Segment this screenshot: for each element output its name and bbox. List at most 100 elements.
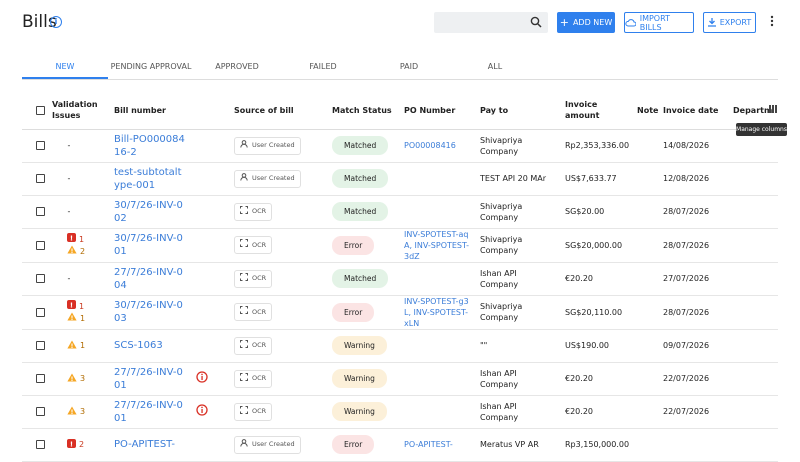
error-badge: ! 1 [67, 300, 106, 312]
source-label: OCR [252, 374, 267, 382]
row-checkbox[interactable] [36, 307, 45, 317]
bill-link[interactable]: 27/7/26-INV-001 [114, 399, 183, 424]
cloud-icon [625, 19, 636, 27]
no-issues: - [67, 141, 71, 150]
table-body: - Bill-PO00008416-2 User Created Matched PO0… [22, 129, 778, 462]
svg-text:!: ! [71, 342, 74, 348]
bill-number-cell: 30/7/26-INV-002 [110, 195, 230, 229]
tab[interactable]: FAILED [309, 62, 337, 71]
page-title: Bills [22, 12, 57, 32]
icon [240, 405, 248, 418]
note-cell [633, 362, 659, 396]
po-link[interactable]: PO-APITEST- [404, 440, 453, 449]
error-count: 2 [79, 440, 85, 449]
warning-count: 3 [80, 407, 86, 416]
export-button[interactable]: EXPORT [703, 12, 756, 33]
bill-link[interactable]: 27/7/26-INV-004 [114, 266, 183, 291]
pay-to: Meratus VP AR [480, 440, 539, 449]
source-label: OCR [252, 240, 267, 249]
validation-cell: - [52, 262, 110, 296]
row-checkbox[interactable] [36, 207, 45, 216]
validation-cell: ! 1! 2 [52, 228, 110, 263]
bill-link[interactable]: 27/7/26-INV-001 [114, 366, 183, 391]
icon [196, 404, 208, 419]
row-checkbox[interactable] [36, 407, 45, 416]
source-cell: OCR [230, 262, 328, 296]
tab[interactable]: ALL [487, 62, 503, 71]
button-label: ADD NEW [572, 18, 613, 27]
bill-link[interactable]: SCS-1063 [114, 340, 163, 351]
pay-to: Shivapriya Company [480, 235, 523, 255]
svg-text:!: ! [70, 234, 73, 242]
status-cell: Error [328, 428, 400, 462]
row-checkbox[interactable] [36, 141, 45, 150]
tab[interactable]: APPROVED [215, 62, 259, 71]
select-all-checkbox[interactable] [36, 105, 45, 115]
invoice-amount: Rp2,353,336.00 [565, 141, 630, 150]
source-chip: User Created [234, 435, 301, 454]
import-bills-button[interactable]: IMPORT BILLS [624, 12, 694, 33]
invoice-amount: Rp3,150,000.00 [565, 440, 630, 449]
tab[interactable]: PENDING APPROVAL [110, 62, 192, 71]
row-checkbox[interactable] [36, 174, 45, 183]
bill-link[interactable]: 30/7/26-INV-001 [114, 233, 183, 257]
date-cell: 14/08/2026 [659, 129, 729, 163]
source-chip: User Created [234, 136, 301, 155]
search-icon [530, 16, 542, 28]
department-cell [729, 162, 778, 196]
row-checkbox[interactable] [36, 240, 45, 250]
pay-to-cell: Shivapriya Company [476, 228, 561, 263]
row-checkbox[interactable] [36, 374, 45, 383]
icon [240, 172, 248, 185]
search-box[interactable] [434, 12, 548, 33]
icon [240, 239, 248, 251]
bill-row: ! 3 27/7/26-INV-001 OCR Warning Ishan API Com… [22, 362, 778, 396]
invoice-amount: US$7,633.77 [565, 174, 617, 183]
pay-to: Ishan API Company [480, 401, 519, 422]
column-header: PO Number [400, 92, 476, 130]
source-cell: User Created [230, 162, 328, 196]
bill-link[interactable]: test-subtotaltype-001 [114, 166, 182, 191]
icon [240, 306, 248, 318]
po-link[interactable]: PO00008416 [404, 141, 456, 150]
status-chip: Error [332, 235, 375, 255]
info-icon[interactable]: i [50, 16, 62, 28]
more-menu[interactable] [770, 15, 774, 27]
bill-row: ! 1 SCS-1063 OCR Warning "" US$190.00 09/07/202… [22, 329, 778, 363]
icon: ! [67, 340, 77, 352]
amount-cell: SG$20.00 [561, 195, 633, 229]
header-cell [22, 92, 52, 130]
bill-row: - 27/7/26-INV-004 OCR Matched Ishan API Comp… [22, 262, 778, 296]
department-cell [729, 329, 778, 363]
po-cell [400, 195, 476, 229]
bill-wrap: 27/7/26-INV-001 [114, 366, 226, 392]
bill-row: ! 1! 1 30/7/26-INV-003 OCR Error INV-SPOTEST-g… [22, 295, 778, 330]
no-issues: - [67, 174, 71, 183]
manage-columns-icon[interactable] [768, 104, 778, 114]
row-checkbox[interactable] [36, 274, 45, 283]
amount-cell: US$190.00 [561, 329, 633, 363]
badges: ! 3 [52, 373, 106, 385]
warning-badge: ! 2 [67, 245, 106, 257]
tab[interactable]: PAID [399, 62, 419, 71]
source-chip: OCR [234, 336, 273, 355]
bill-link[interactable]: 30/7/26-INV-002 [114, 199, 183, 224]
bill-link[interactable]: 30/7/26-INV-003 [114, 300, 183, 324]
add-new-button[interactable]: + ADD NEW [557, 12, 615, 33]
status-cell: Matched [328, 195, 400, 229]
po-link[interactable]: INV-SPOTEST-aqA, INV-SPOTEST-3dZ [404, 229, 470, 261]
row-checkbox[interactable] [36, 341, 45, 350]
row-checkbox[interactable] [36, 440, 45, 449]
po-cell [400, 162, 476, 196]
tab[interactable]: NEW [22, 56, 108, 79]
icon [240, 438, 248, 451]
status-cell: Warning [328, 362, 400, 396]
status-chip: Matched [332, 169, 389, 188]
no-issues: - [67, 274, 71, 283]
icon: ! [67, 373, 77, 385]
bill-link[interactable]: Bill-PO00008416-2 [114, 133, 185, 158]
status-chip: Error [332, 435, 375, 454]
po-link[interactable]: INV-SPOTEST-g3L, INV-SPOTEST-xLN [404, 296, 469, 328]
pay-to: "" [480, 341, 488, 350]
bills-table: Validation Issues Bill number Source of bi… [22, 92, 778, 462]
